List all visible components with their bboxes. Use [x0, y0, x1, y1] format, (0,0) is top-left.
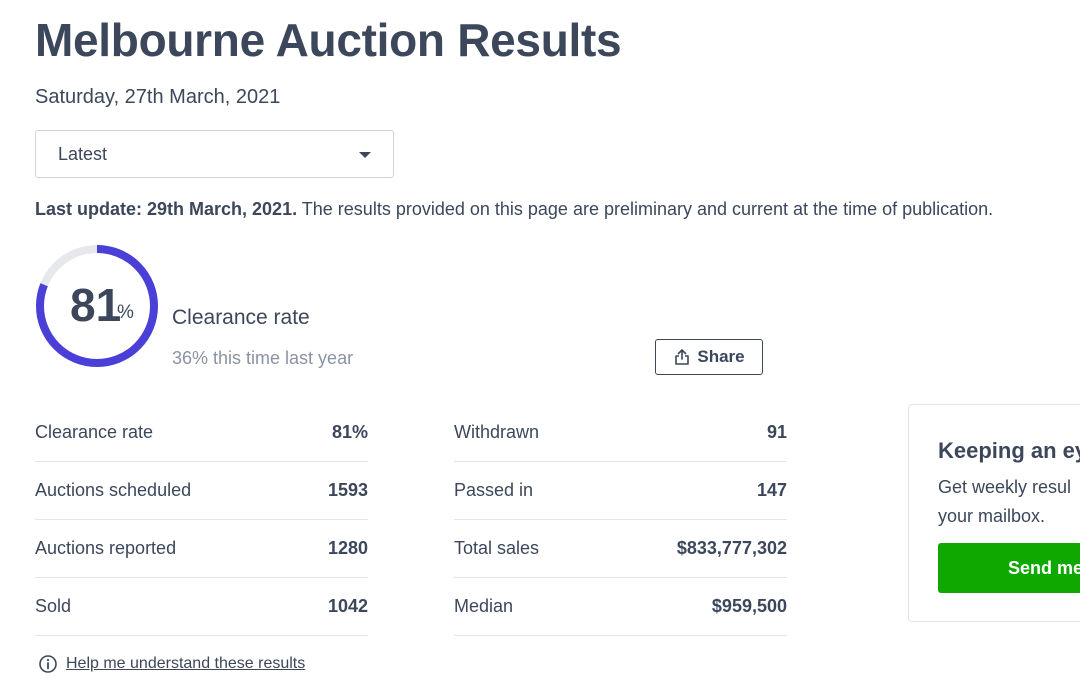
dropdown-selected-value: Latest: [58, 143, 108, 164]
stat-value: 81%: [331, 422, 368, 442]
caret-down-icon: [359, 152, 371, 158]
clearance-rate-number: 81: [70, 279, 122, 331]
last-update-note: The results provided on this page are pr…: [301, 199, 994, 219]
stat-value: 1042: [327, 596, 368, 616]
stat-row: Withdrawn 91: [454, 404, 787, 462]
stat-value: $959,500: [711, 596, 787, 616]
stat-label: Withdrawn: [454, 422, 540, 442]
promo-body-line: Get weekly resul: [938, 477, 1072, 497]
stat-row: Auctions reported 1280: [35, 520, 368, 578]
clearance-rate-unit: %: [117, 302, 134, 323]
stats-column-right: Withdrawn 91 Passed in 147 Total sales $…: [454, 404, 787, 636]
stat-row: Passed in 147: [454, 462, 787, 520]
stat-value: $833,777,302: [676, 538, 787, 558]
share-button[interactable]: Share: [655, 339, 763, 375]
clearance-rate-label: Clearance rate: [172, 306, 310, 329]
stat-row: Total sales $833,777,302: [454, 520, 787, 578]
send-me-button[interactable]: Send me: [938, 543, 1080, 593]
stat-value: 91: [766, 422, 787, 442]
promo-title: Keeping an ey: [938, 438, 1080, 463]
last-update-label: Last update: 29th March, 2021.: [35, 199, 298, 219]
stat-label: Median: [454, 596, 514, 616]
stat-row: Auctions scheduled 1593: [35, 462, 368, 520]
results-period-dropdown[interactable]: Latest: [35, 130, 394, 178]
stat-row: Median $959,500: [454, 578, 787, 636]
stat-label: Sold: [35, 596, 72, 616]
stats-column-left: Clearance rate 81% Auctions scheduled 15…: [35, 404, 368, 636]
clearance-last-year: 36% this time last year: [172, 348, 354, 368]
stat-row: Clearance rate 81%: [35, 404, 368, 462]
stat-row: Sold 1042: [35, 578, 368, 636]
gauge-progress-arc: [36, 245, 158, 367]
help-understand-results-link[interactable]: Help me understand these results: [38, 654, 305, 674]
page-title: Melbourne Auction Results: [35, 14, 622, 66]
stat-value: 147: [756, 480, 787, 500]
newsletter-promo-card: Keeping an ey Get weekly resul your mail…: [908, 404, 1080, 622]
stat-label: Auctions reported: [35, 538, 177, 558]
promo-body-line: your mailbox.: [938, 506, 1046, 526]
last-update-line: Last update: 29th March, 2021. The resul…: [35, 197, 993, 221]
stat-label: Clearance rate: [35, 422, 154, 442]
help-link-text: Help me understand these results: [66, 655, 306, 672]
promo-body: Get weekly resul your mailbox.: [938, 473, 1080, 531]
stat-value: 1280: [327, 538, 368, 558]
share-label: Share: [697, 347, 745, 366]
share-icon: [675, 349, 690, 365]
stat-label: Passed in: [454, 480, 534, 500]
page-date: Saturday, 27th March, 2021: [35, 86, 281, 108]
clearance-rate-gauge: [36, 245, 158, 367]
stat-value: 1593: [327, 480, 368, 500]
stat-label: Total sales: [454, 538, 540, 558]
info-icon: [39, 655, 57, 673]
stat-label: Auctions scheduled: [35, 480, 192, 500]
